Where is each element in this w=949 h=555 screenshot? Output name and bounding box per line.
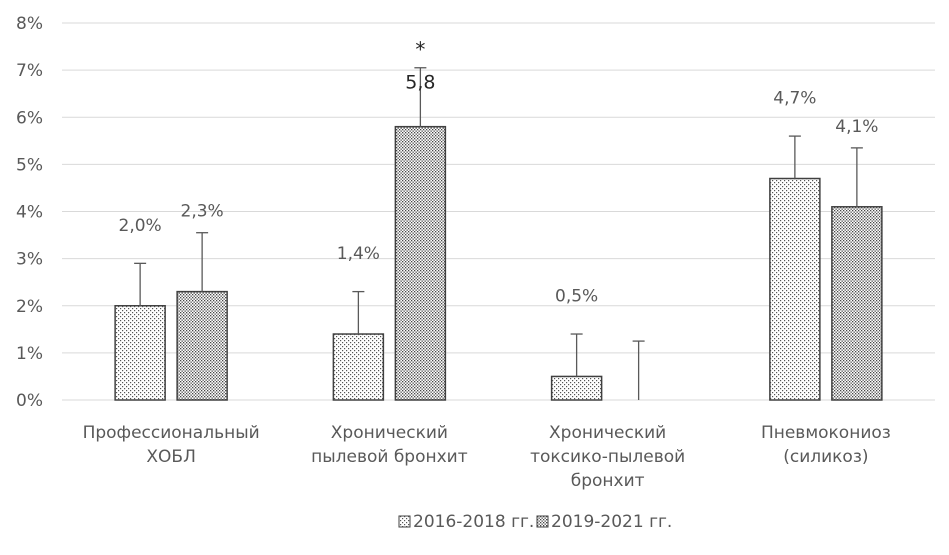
y-tick-label: 3%: [16, 250, 43, 270]
x-category-label: Пневмокониоз (силикоз): [761, 423, 891, 467]
data-label: 1,4%: [337, 244, 380, 264]
bar: [769, 177, 821, 401]
data-labels: 2,0% 2,3% 1,4% 5,8 0,5% 4,7% 4,1% *: [119, 38, 879, 307]
data-label: 2,3%: [181, 202, 224, 222]
legend-label: 2019-2021 гг.: [551, 512, 672, 532]
x-category-label: Хронический пылевой бронхит: [311, 423, 468, 467]
legend-swatch: [398, 515, 411, 528]
bars: [114, 67, 883, 401]
legend: 2016-2018 гг. 2019-2021 гг.: [398, 512, 672, 532]
bar: [394, 125, 447, 401]
y-tick-label: 7%: [16, 61, 43, 81]
bar: [176, 290, 228, 401]
significance-marker: *: [415, 38, 425, 62]
legend-item: 2019-2021 гг.: [536, 512, 672, 532]
x-category-label: Хронический токсико-пылевой бронхит: [530, 423, 685, 491]
legend-item: 2016-2018 гг.: [398, 512, 534, 532]
legend-label: 2016-2018 гг.: [413, 512, 534, 532]
y-tick-label: 1%: [16, 344, 43, 364]
y-tick-label: 4%: [16, 203, 43, 223]
legend-swatch: [536, 515, 549, 528]
y-tick-label: 5%: [16, 155, 43, 175]
y-tick-label: 0%: [16, 391, 43, 411]
bar: [114, 305, 166, 401]
x-axis: Профессиональный ХОБЛ Хронический пылевой б…: [83, 423, 891, 491]
y-tick-label: 8%: [16, 14, 43, 34]
y-axis: 0% 1% 2% 3% 4% 5% 6% 7% 8%: [16, 14, 43, 411]
data-label: 4,1%: [835, 117, 878, 137]
data-label: 2,0%: [119, 216, 162, 236]
bar: [332, 333, 385, 401]
bar: [831, 206, 883, 401]
x-category-label: Профессиональный ХОБЛ: [83, 423, 260, 467]
y-tick-label: 6%: [16, 108, 43, 128]
data-label: 5,8: [405, 72, 435, 94]
data-label: 4,7%: [773, 89, 816, 109]
y-tick-label: 2%: [16, 297, 43, 317]
bar: [550, 375, 603, 401]
data-label: 0,5%: [555, 286, 598, 306]
